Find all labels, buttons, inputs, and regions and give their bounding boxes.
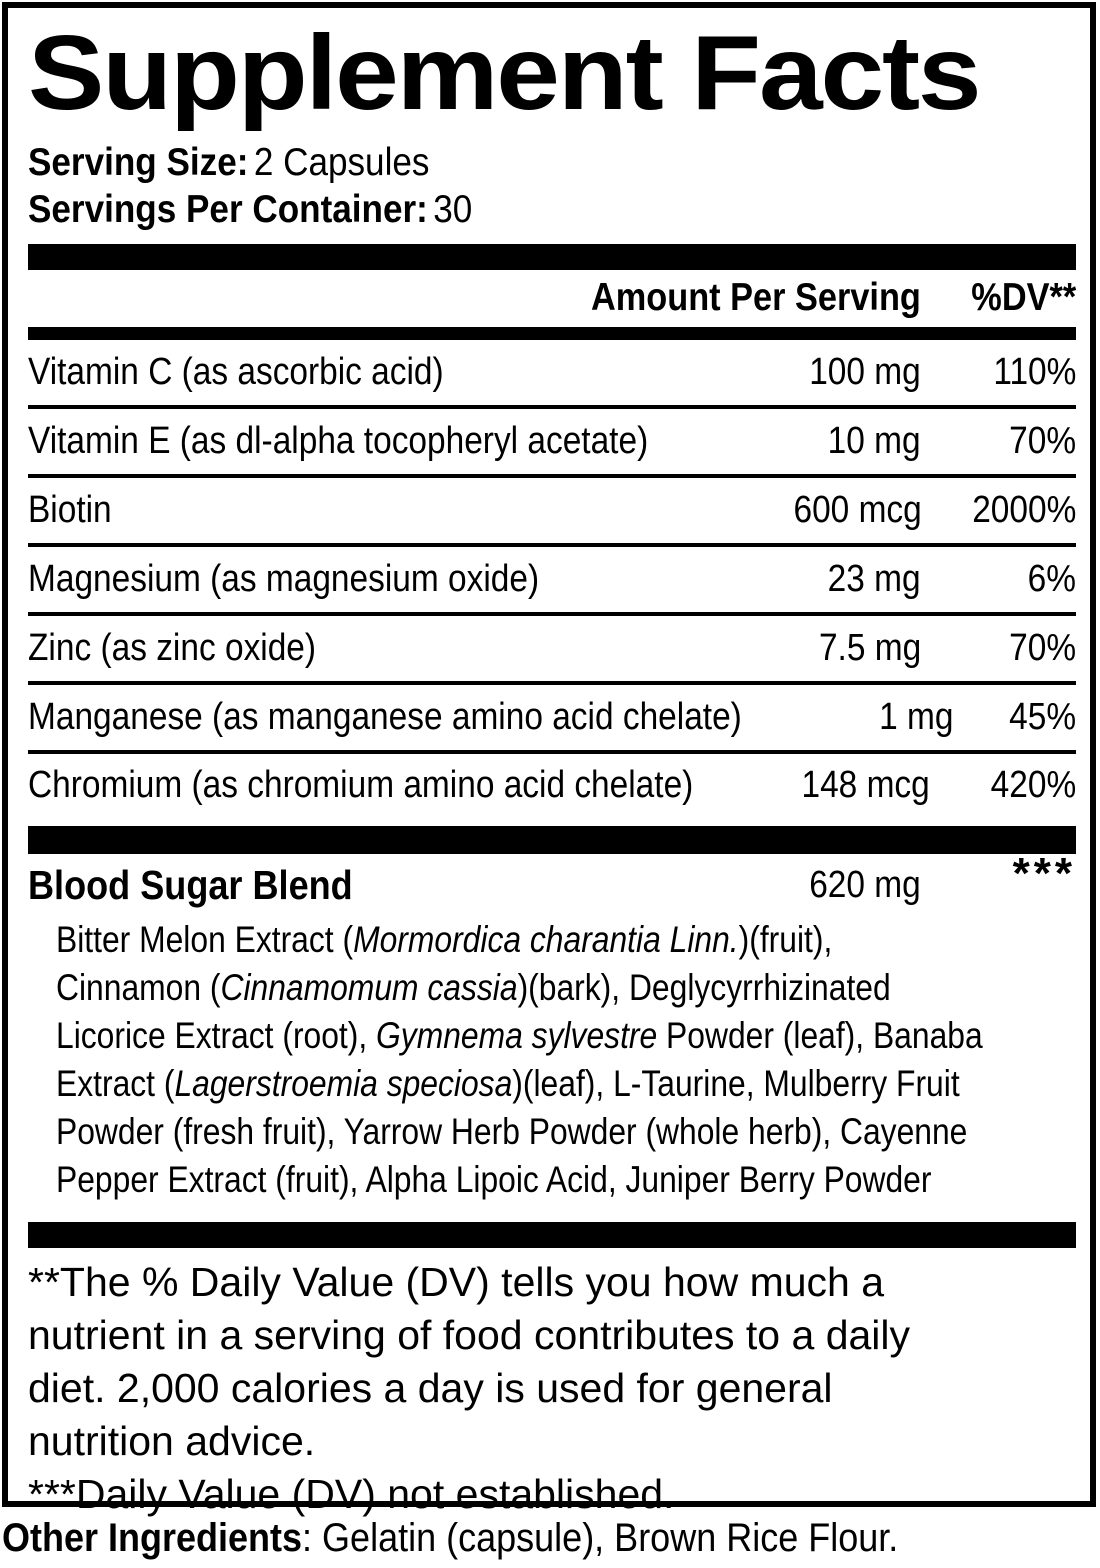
footnotes: **The % Daily Value (DV) tells you how m… <box>28 1256 1076 1521</box>
nutrient-name: Manganese (as manganese amino acid chela… <box>28 695 742 738</box>
table-row: Manganese (as manganese amino acid chela… <box>28 685 1076 754</box>
nutrient-name: Zinc (as zinc oxide) <box>28 626 317 669</box>
blend-amount: 620 mg <box>809 864 921 907</box>
nutrient-amount: 148 mcg <box>801 764 930 807</box>
blend-description-line: Bitter Melon Extract (Mormordica charant… <box>56 918 833 960</box>
serving-info: Serving Size: 2 Capsules Servings Per Con… <box>28 140 1076 234</box>
blend-dv-asterisks: *** <box>1012 848 1076 898</box>
nutrient-amount: 7.5 mg <box>818 626 921 669</box>
footnote-line: **The % Daily Value (DV) tells you how m… <box>28 1258 885 1305</box>
divider-bar-header <box>28 326 1076 340</box>
nutrient-dv: 70% <box>1009 419 1076 462</box>
divider-bar-footnotes <box>28 1221 1076 1248</box>
table-row: Magnesium (as magnesium oxide) 23 mg 6% <box>28 547 1076 616</box>
table-row: Zinc (as zinc oxide) 7.5 mg 70% <box>28 616 1076 685</box>
servings-per-container-label: Servings Per Container: <box>28 187 428 231</box>
nutrient-amount: 10 mg <box>828 419 921 462</box>
nutrient-dv: 6% <box>1027 557 1076 600</box>
footnote-line: ***Daily Value (DV) not established. <box>28 1470 675 1517</box>
nutrient-dv: 110% <box>992 350 1076 393</box>
dv-header: %DV** <box>971 276 1076 320</box>
servings-per-container-line: Servings Per Container: 30 <box>28 187 1076 234</box>
page-title: Supplement Facts <box>28 14 982 132</box>
other-ingredients-label: Other Ingredients <box>2 1516 303 1560</box>
divider-bar-blend <box>28 825 1076 854</box>
nutrient-amount: 600 mcg <box>793 488 922 531</box>
nutrient-amount: 100 mg <box>809 350 921 393</box>
nutrient-dv: 420% <box>990 764 1076 807</box>
footnote-line: nutrient in a serving of food contribute… <box>28 1311 911 1358</box>
blend-description-line: Extract (Lagerstroemia speciosa)(leaf), … <box>56 1062 960 1104</box>
blend-description: Bitter Melon Extract (Mormordica charant… <box>56 916 1076 1204</box>
table-row: Biotin 600 mcg 2000% <box>28 478 1076 547</box>
nutrient-name: Vitamin C (as ascorbic acid) <box>28 350 444 393</box>
nutrient-name: Biotin <box>28 488 112 531</box>
blend-name: Blood Sugar Blend <box>28 862 353 909</box>
divider-bar-top <box>28 243 1076 270</box>
blend-header-row: Blood Sugar Blend 620 mg *** <box>28 849 1076 912</box>
other-ingredients-line: Other Ingredients: Gelatin (capsule), Br… <box>2 1516 998 1561</box>
blend-description-line: Pepper Extract (fruit), Alpha Lipoic Aci… <box>56 1158 932 1200</box>
nutrient-name: Chromium (as chromium amino acid chelate… <box>28 764 694 807</box>
nutrient-dv: 70% <box>1009 626 1076 669</box>
nutrient-amount: 23 mg <box>828 557 921 600</box>
blend-description-line: Powder (fresh fruit), Yarrow Herb Powder… <box>56 1110 968 1152</box>
other-ingredients-value: : Gelatin (capsule), Brown Rice Flour. <box>302 1516 899 1560</box>
serving-size-line: Serving Size: 2 Capsules <box>28 140 1076 187</box>
supplement-facts-panel: Supplement Facts Serving Size: 2 Capsules… <box>2 2 1096 1517</box>
nutrient-name: Vitamin E (as dl-alpha tocopheryl acetat… <box>28 419 649 462</box>
servings-per-container-value: 30 <box>433 187 473 231</box>
serving-size-label: Serving Size: <box>28 141 249 184</box>
nutrient-dv: 2000% <box>971 488 1076 531</box>
footnote-line: nutrition advice. <box>28 1417 316 1464</box>
blend-description-line: Cinnamon (Cinnamomum cassia)(bark), Degl… <box>56 966 891 1008</box>
nutrient-amount: 1 mg <box>879 695 954 738</box>
serving-size-value: 2 Capsules <box>253 141 430 184</box>
blend-description-line: Licorice Extract (root), Gymnema sylvest… <box>56 1014 983 1056</box>
table-row: Vitamin C (as ascorbic acid) 100 mg 110% <box>28 340 1076 409</box>
table-header: Amount Per Serving %DV** <box>28 270 1076 327</box>
nutrient-dv: 45% <box>1009 695 1076 738</box>
nutrient-table: Vitamin C (as ascorbic acid) 100 mg 110%… <box>28 340 1076 818</box>
footnote-line: diet. 2,000 calories a day is used for g… <box>28 1364 833 1411</box>
table-row: Vitamin E (as dl-alpha tocopheryl acetat… <box>28 409 1076 478</box>
amount-per-serving-header: Amount Per Serving <box>591 276 921 320</box>
table-row: Chromium (as chromium amino acid chelate… <box>28 754 1076 818</box>
nutrient-name: Magnesium (as magnesium oxide) <box>28 557 540 600</box>
